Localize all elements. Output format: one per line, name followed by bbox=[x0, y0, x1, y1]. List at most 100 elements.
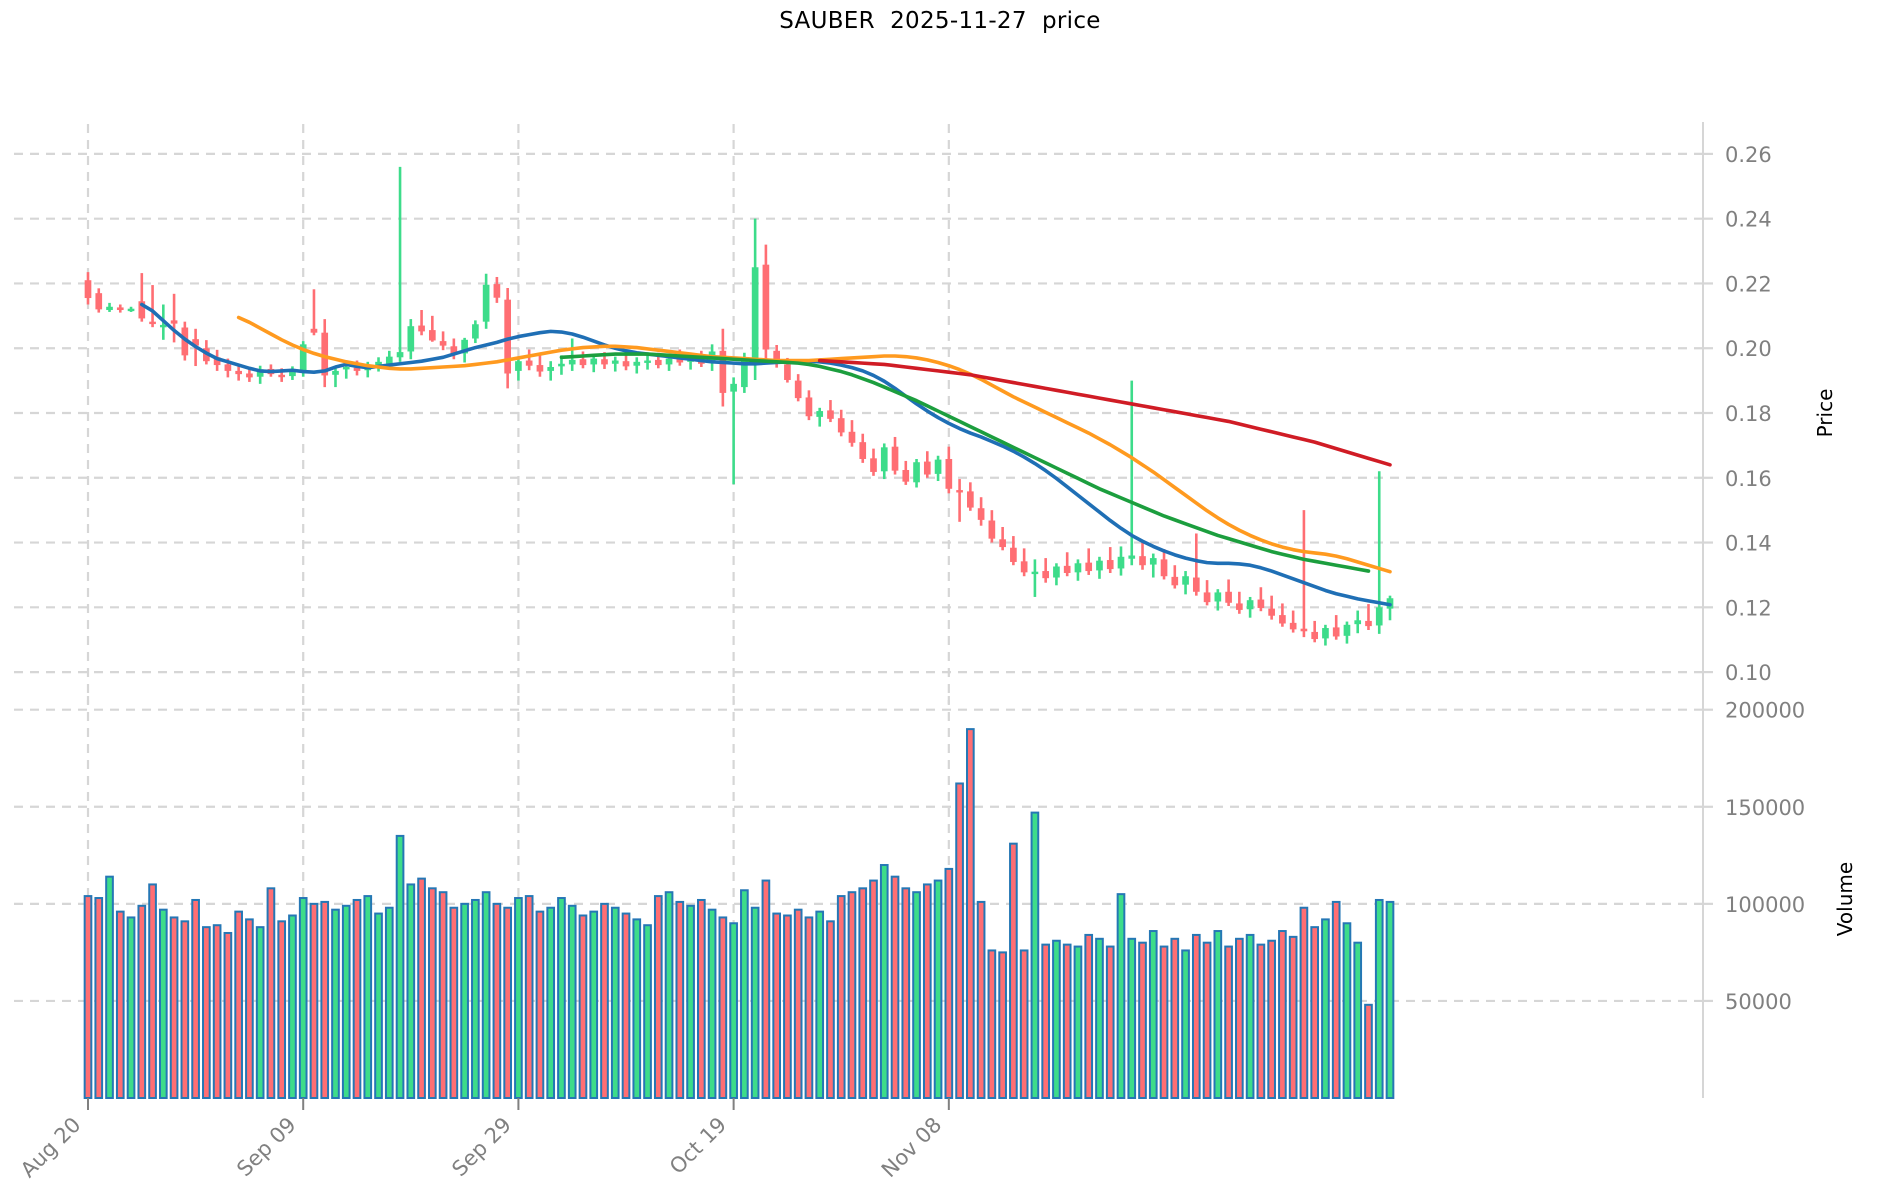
volume-bar bbox=[944, 867, 954, 1099]
candle-body bbox=[956, 490, 963, 493]
candlestick bbox=[1375, 471, 1383, 634]
candle-body bbox=[870, 458, 877, 472]
candle-body bbox=[439, 341, 447, 346]
volume-bar bbox=[1256, 943, 1266, 1099]
volume-bar bbox=[83, 895, 93, 1100]
volume-bar bbox=[331, 908, 340, 1099]
volume-bar bbox=[1159, 945, 1169, 1099]
volume-bar bbox=[427, 887, 437, 1100]
candlestick bbox=[138, 273, 146, 322]
x-tick-label: Sep 09 bbox=[232, 1113, 301, 1182]
volume-bar bbox=[1116, 893, 1126, 1100]
volume-bar bbox=[514, 897, 523, 1100]
candle-body bbox=[482, 284, 490, 322]
volume-bar bbox=[793, 908, 803, 1099]
volume-bar bbox=[1235, 937, 1244, 1099]
candlestick bbox=[1160, 549, 1168, 580]
candle-body bbox=[149, 321, 156, 325]
volume-bar bbox=[1310, 926, 1320, 1100]
candle-body bbox=[1311, 631, 1319, 640]
candle-body bbox=[1053, 566, 1060, 578]
candlestick bbox=[127, 306, 135, 312]
volume-bar bbox=[212, 924, 222, 1100]
volume-bar bbox=[395, 834, 405, 1100]
candle-body bbox=[654, 359, 662, 366]
candlestick bbox=[418, 310, 425, 336]
volume-bar bbox=[1364, 1003, 1373, 1099]
price-grid-layer bbox=[14, 152, 1703, 674]
volume-bar bbox=[363, 895, 373, 1100]
candlestick bbox=[859, 433, 867, 463]
volume-bar bbox=[750, 906, 760, 1099]
volume-bar bbox=[492, 902, 502, 1099]
volume-bar-layer bbox=[83, 728, 1395, 1100]
volume-bar bbox=[1030, 811, 1040, 1099]
candle-body bbox=[784, 364, 791, 380]
candlestick bbox=[1171, 565, 1179, 589]
candle-body bbox=[665, 358, 673, 365]
candlestick bbox=[525, 349, 533, 371]
volume-bar bbox=[1127, 937, 1137, 1099]
price-axis: 0.26 0.24 0.22 0.20 0.18 0.16 0.14 0.12 0.10 Pric… bbox=[1703, 143, 1837, 685]
volume-bar bbox=[998, 951, 1007, 1100]
volume-tick-label: 100000 bbox=[1725, 893, 1805, 917]
volume-bar bbox=[740, 889, 749, 1100]
volume-bar bbox=[374, 912, 383, 1099]
candle-body bbox=[428, 330, 436, 341]
candlestick bbox=[644, 354, 651, 370]
candle-body bbox=[1192, 577, 1200, 592]
candlestick bbox=[1117, 546, 1125, 576]
volume-bar bbox=[460, 902, 469, 1099]
candle-body bbox=[1279, 615, 1286, 624]
volume-bar bbox=[976, 900, 986, 1099]
volume-bar bbox=[535, 910, 545, 1099]
candle-body bbox=[84, 280, 92, 299]
candle-body bbox=[138, 301, 146, 319]
volume-bar bbox=[890, 875, 900, 1099]
candlestick bbox=[493, 276, 501, 303]
candlestick bbox=[988, 510, 996, 543]
candlestick bbox=[837, 409, 845, 437]
volume-bar bbox=[115, 910, 125, 1099]
candlestick bbox=[332, 367, 339, 388]
candlestick bbox=[1214, 589, 1222, 611]
candle-body bbox=[1214, 592, 1222, 602]
candlestick bbox=[967, 482, 974, 511]
volume-bar bbox=[341, 904, 351, 1099]
moving-average-line bbox=[817, 358, 1392, 467]
candle-body bbox=[977, 508, 985, 520]
candlestick bbox=[1386, 595, 1394, 621]
candlestick bbox=[1236, 591, 1243, 614]
candle-body bbox=[1106, 560, 1114, 570]
price-tick-label: 0.26 bbox=[1725, 143, 1772, 167]
candle-body bbox=[1332, 627, 1340, 637]
price-tick-label: 0.14 bbox=[1725, 532, 1772, 556]
candlestick bbox=[945, 446, 953, 494]
candle-body bbox=[170, 320, 178, 324]
candle-body bbox=[558, 363, 565, 367]
candlestick bbox=[1343, 621, 1351, 644]
candle-body bbox=[224, 364, 232, 371]
candle-body bbox=[590, 358, 598, 365]
candlestick bbox=[515, 357, 522, 381]
candle-body bbox=[934, 459, 942, 474]
volume-bar bbox=[417, 877, 426, 1099]
candle-body bbox=[1128, 555, 1136, 559]
candle-body bbox=[601, 359, 608, 365]
candlestick bbox=[579, 351, 587, 369]
volume-bar bbox=[137, 904, 147, 1099]
candlestick bbox=[482, 273, 490, 329]
volume-bar bbox=[471, 898, 480, 1099]
candle-body bbox=[1149, 558, 1157, 565]
candle-body bbox=[611, 360, 619, 364]
volume-bar bbox=[384, 906, 394, 1099]
candle-body bbox=[579, 359, 587, 366]
candlestick bbox=[1096, 556, 1103, 579]
volume-bar bbox=[1138, 941, 1147, 1099]
candle-body bbox=[568, 359, 576, 365]
volume-bar bbox=[718, 916, 728, 1099]
candle-body bbox=[299, 344, 307, 373]
price-tick-label: 0.18 bbox=[1725, 402, 1772, 426]
candle-body bbox=[762, 264, 770, 350]
candlestick bbox=[407, 319, 415, 360]
